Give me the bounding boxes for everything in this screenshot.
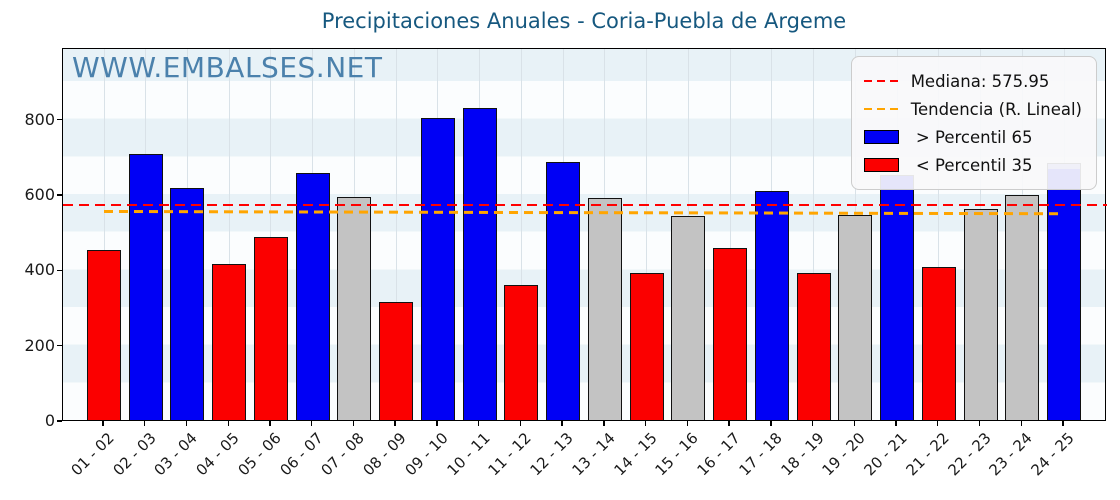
legend: Mediana: 575.95 Tendencia (R. Lineal) > …	[850, 56, 1097, 190]
x-tick-mark	[853, 421, 855, 426]
bar-19-20	[838, 215, 873, 420]
above-percentile-swatch	[863, 130, 899, 144]
x-tick-mark	[144, 421, 146, 426]
x-tick-mark	[811, 421, 814, 426]
x-tick-mark	[436, 421, 438, 426]
x-tick-mark	[1062, 421, 1064, 426]
bar-07-08	[337, 196, 372, 420]
bar-03-04	[170, 187, 205, 420]
bar-22-23	[963, 208, 998, 420]
x-tick-mark	[895, 421, 897, 426]
vertical-gridline	[270, 49, 272, 420]
bar-24-25	[1047, 162, 1081, 420]
x-tick-mark	[603, 421, 605, 426]
bar-10-11	[462, 108, 497, 420]
y-tick-mark	[57, 118, 62, 121]
x-tick-mark	[519, 421, 522, 426]
x-tick-mark	[269, 421, 271, 426]
median-line-swatch	[863, 79, 899, 83]
x-tick-mark	[352, 421, 355, 426]
x-tick-mark	[394, 421, 396, 426]
y-tick-label: 200	[24, 335, 55, 355]
bar-05-06	[253, 237, 288, 420]
bar-04-05	[212, 264, 247, 420]
x-tick-mark	[644, 421, 647, 426]
bar-11-12	[504, 285, 539, 420]
trend-line	[103, 210, 1065, 216]
bar-09-10	[420, 118, 455, 420]
trend-line-swatch	[863, 107, 899, 111]
bar-02-03	[128, 154, 163, 420]
vertical-gridline	[729, 49, 731, 420]
legend-item-trend: Tendencia (R. Lineal)	[863, 95, 1082, 123]
vertical-gridline	[646, 49, 648, 420]
legend-label-trend: Tendencia (R. Lineal)	[910, 99, 1082, 119]
legend-label-median: Mediana: 575.95	[910, 71, 1050, 91]
legend-item-below-percentile: < Percentil 35	[863, 151, 1082, 179]
legend-item-above-percentile: > Percentil 65	[863, 123, 1082, 151]
y-tick-mark	[57, 194, 62, 196]
vertical-gridline	[813, 49, 815, 420]
legend-label-below: < Percentil 35	[910, 155, 1033, 175]
bar-14-15	[629, 273, 664, 420]
legend-label-above: > Percentil 65	[910, 127, 1033, 147]
bar-18-19	[796, 272, 831, 420]
x-tick-mark	[686, 421, 689, 426]
y-tick-label: 800	[24, 109, 55, 129]
x-tick-mark	[770, 421, 772, 426]
x-tick-mark	[102, 421, 104, 426]
y-tick-label: 0	[44, 411, 55, 430]
bar-21-22	[921, 267, 956, 420]
chart-title: Precipitaciones Anuales - Coria-Puebla d…	[321, 9, 847, 33]
x-tick-mark	[185, 421, 188, 426]
bar-06-07	[295, 173, 330, 420]
vertical-gridline	[228, 49, 230, 420]
x-tick-mark	[477, 421, 480, 426]
bar-23-24	[1005, 195, 1040, 420]
plot-area: WWW.EMBALSES.NET Mediana: 575.95 Tendenc…	[62, 48, 1107, 421]
y-tick-mark	[57, 269, 62, 271]
y-tick-label: 400	[24, 260, 55, 280]
vertical-gridline	[520, 49, 522, 420]
x-tick-mark	[310, 421, 313, 426]
x-tick-mark	[728, 421, 730, 426]
watermark: WWW.EMBALSES.NET	[72, 51, 383, 84]
y-tick-mark	[57, 420, 62, 422]
vertical-gridline	[938, 49, 940, 420]
x-tick-mark	[937, 421, 939, 426]
vertical-gridline	[103, 49, 105, 420]
bar-17-18	[754, 190, 789, 420]
x-tick-mark	[1020, 421, 1022, 426]
vertical-gridline	[395, 49, 397, 420]
x-tick-mark	[978, 421, 981, 426]
bar-08-09	[379, 302, 414, 420]
bar-13-14	[587, 197, 622, 420]
bar-01-02	[87, 250, 121, 420]
x-tick-mark	[561, 421, 563, 426]
x-tick-mark	[227, 421, 229, 426]
bar-16-17	[713, 247, 748, 420]
below-percentile-swatch	[863, 158, 899, 172]
bar-12-13	[546, 162, 581, 420]
bar-20-21	[880, 174, 915, 420]
legend-item-median: Mediana: 575.95	[863, 67, 1082, 95]
median-line	[63, 203, 1107, 207]
y-tick-mark	[57, 344, 62, 347]
y-tick-label: 600	[24, 184, 55, 204]
bar-15-16	[671, 215, 706, 420]
